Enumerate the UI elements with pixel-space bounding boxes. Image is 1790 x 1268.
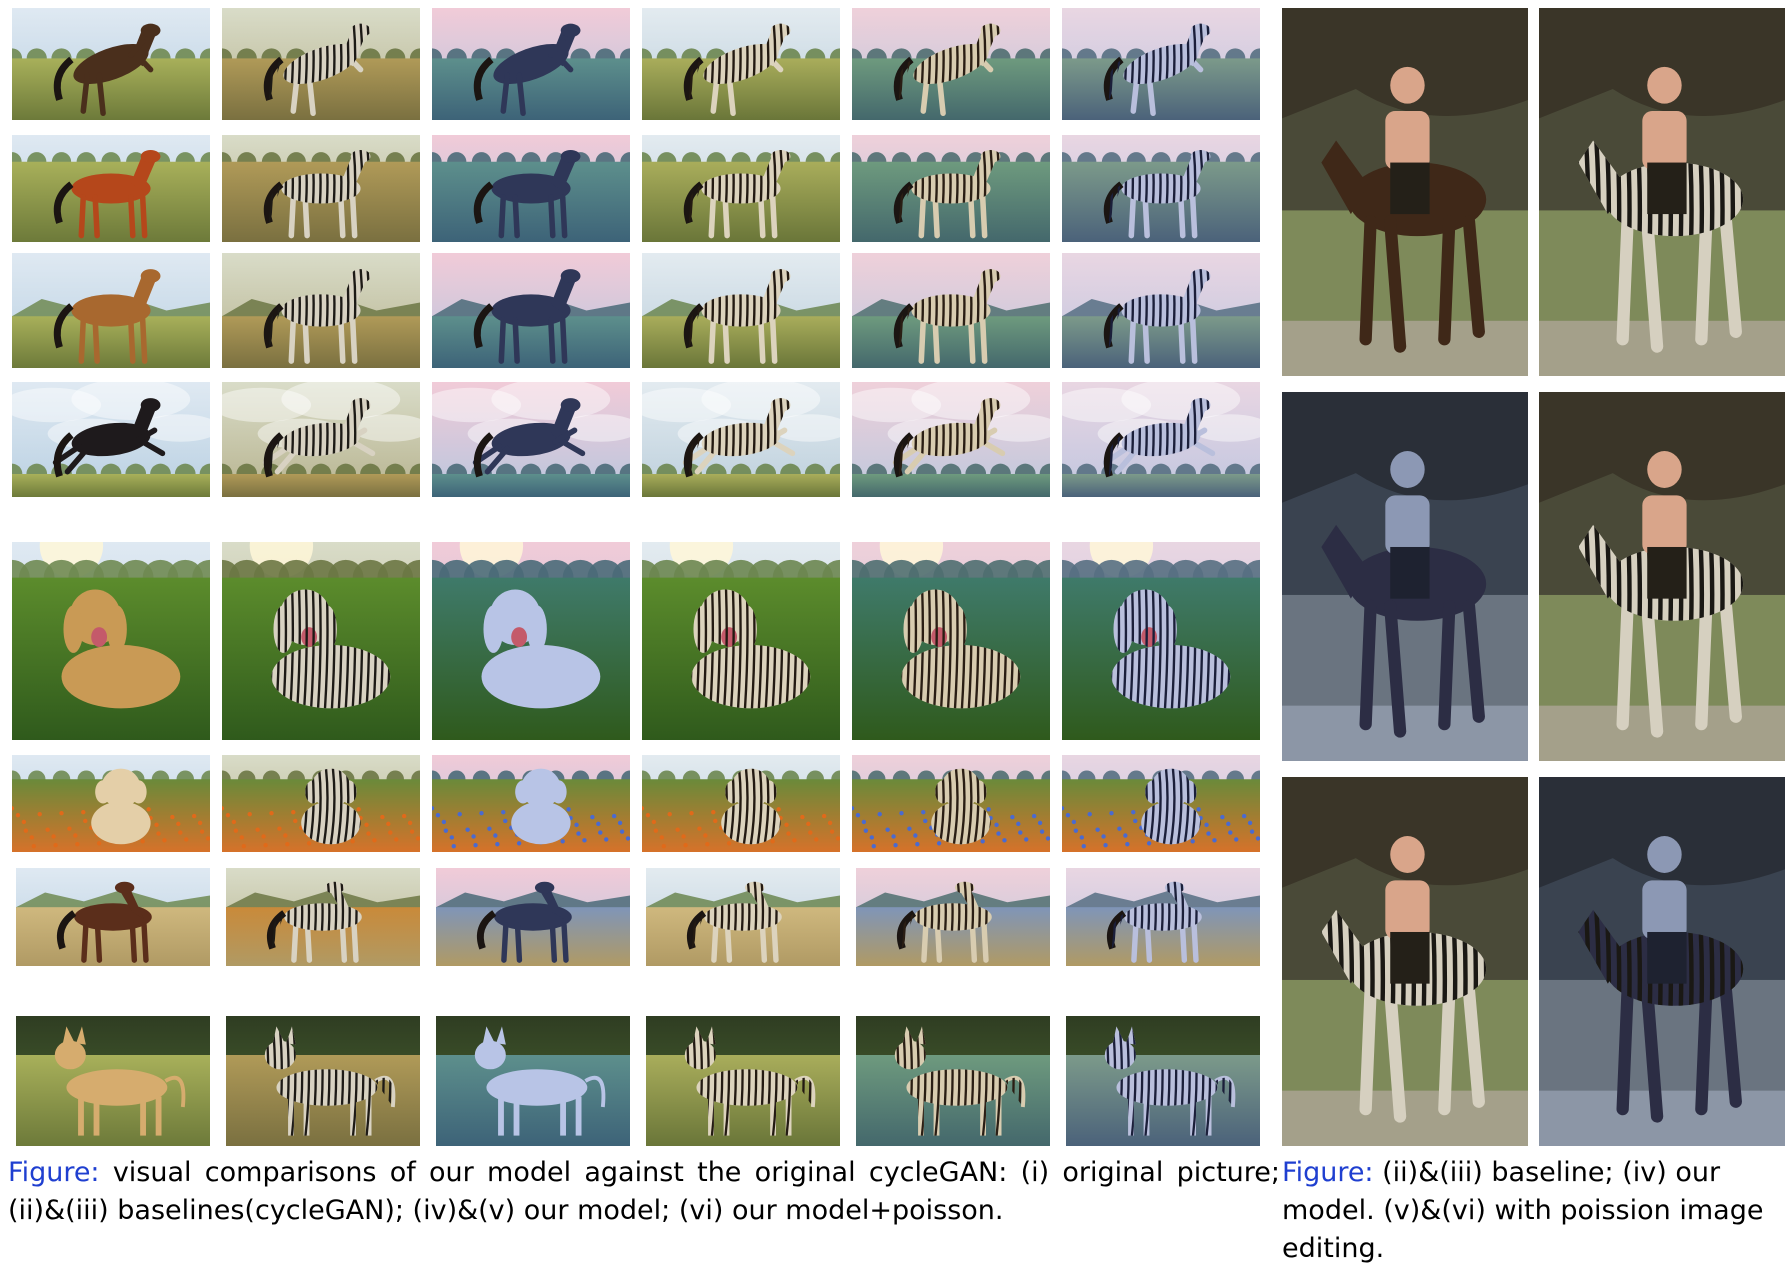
image-dog-standing-original — [16, 1016, 210, 1146]
image-rider-zebra-poisson — [1282, 777, 1528, 1146]
image-horse-prairie-our-model — [646, 868, 840, 966]
image-rearing-horse-our-model — [642, 8, 840, 120]
image-black-horse-jumping-our-model — [642, 382, 840, 497]
image-rearing-horse-original — [12, 8, 210, 120]
image-chestnut-horse-our-model-v — [852, 135, 1050, 242]
image-puppy-flowers-original — [12, 755, 210, 852]
image-chestnut-horse-our-model — [642, 135, 840, 242]
image-golden-retriever-baseline-cyclegan — [222, 542, 420, 740]
image-golden-retriever-our-model-v — [852, 542, 1050, 740]
image-black-horse-jumping-baseline-cyclegan — [222, 382, 420, 497]
image-black-horse-jumping-baseline-cyclegan-blue — [432, 382, 630, 497]
image-horse-mountains-original — [12, 253, 210, 368]
image-dog-standing-our-model-poisson — [1066, 1016, 1260, 1146]
image-rearing-horse-baseline-cyclegan — [222, 8, 420, 120]
image-rider-horse-original — [1282, 8, 1528, 376]
right-caption-label: Figure: — [1282, 1157, 1374, 1188]
left-caption-text: visual comparisons of our model against … — [8, 1157, 1280, 1226]
image-golden-retriever-our-model-poisson — [1062, 542, 1260, 740]
image-puppy-flowers-our-model-v — [852, 755, 1050, 852]
image-puppy-flowers-our-model — [642, 755, 840, 852]
image-puppy-flowers-baseline-cyclegan-blue — [432, 755, 630, 852]
image-horse-mountains-baseline-cyclegan-blue — [432, 253, 630, 368]
image-rider-blue-poisson — [1539, 777, 1785, 1146]
image-golden-retriever-baseline-cyclegan-blue — [432, 542, 630, 740]
image-rearing-horse-our-model-v — [852, 8, 1050, 120]
image-rearing-horse-baseline-cyclegan-blue — [432, 8, 630, 120]
image-puppy-flowers-our-model-poisson — [1062, 755, 1260, 852]
image-dog-standing-baseline-cyclegan — [226, 1016, 420, 1146]
image-horse-prairie-baseline-cyclegan — [226, 868, 420, 966]
image-puppy-flowers-baseline-cyclegan — [222, 755, 420, 852]
image-golden-retriever-original — [12, 542, 210, 740]
image-black-horse-jumping-our-model-v — [852, 382, 1050, 497]
image-chestnut-horse-original — [12, 135, 210, 242]
image-black-horse-jumping-our-model-poisson — [1062, 382, 1260, 497]
image-dog-standing-our-model — [646, 1016, 840, 1146]
image-rider-zebra-our-model — [1539, 392, 1785, 761]
left-figure-caption: Figure: visual comparisons of our model … — [8, 1154, 1280, 1230]
image-chestnut-horse-our-model-poisson — [1062, 135, 1260, 242]
image-horse-prairie-baseline-cyclegan-blue — [436, 868, 630, 966]
image-golden-retriever-our-model — [642, 542, 840, 740]
image-dog-standing-baseline-cyclegan-blue — [436, 1016, 630, 1146]
image-rearing-horse-our-model-poisson — [1062, 8, 1260, 120]
left-caption-label: Figure: — [8, 1157, 100, 1188]
image-rider-blue-baseline — [1282, 392, 1528, 761]
image-horse-prairie-our-model-v — [856, 868, 1050, 966]
right-figure-caption: Figure: (ii)&(iii) baseline; (iv) our mo… — [1282, 1154, 1788, 1268]
image-horse-mountains-our-model — [642, 253, 840, 368]
image-horse-prairie-our-model-poisson — [1066, 868, 1260, 966]
image-black-horse-jumping-original — [12, 382, 210, 497]
image-chestnut-horse-baseline-cyclegan-blue — [432, 135, 630, 242]
image-horse-mountains-our-model-poisson — [1062, 253, 1260, 368]
image-dog-standing-our-model-v — [856, 1016, 1050, 1146]
image-horse-prairie-original — [16, 868, 210, 966]
image-chestnut-horse-baseline-cyclegan — [222, 135, 420, 242]
image-rider-zebra-baseline — [1539, 8, 1785, 376]
image-horse-mountains-baseline-cyclegan — [222, 253, 420, 368]
image-horse-mountains-our-model-v — [852, 253, 1050, 368]
